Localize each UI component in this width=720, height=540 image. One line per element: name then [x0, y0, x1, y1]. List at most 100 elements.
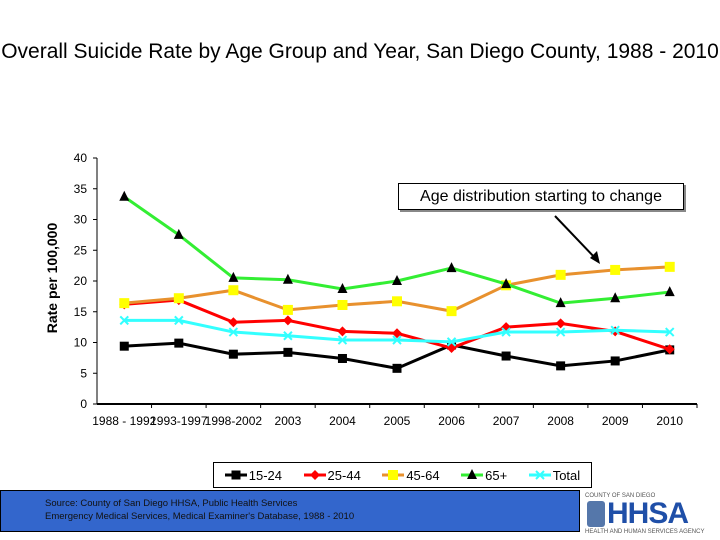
series-line: [124, 298, 671, 351]
marker-25-44: [309, 470, 320, 480]
marker-15-24: [283, 347, 293, 357]
marker-total: [283, 331, 293, 341]
legend-label: 65+: [485, 467, 508, 483]
marker-65-plus: [501, 278, 512, 289]
legend: 15-24 25-44 45-64 65+ Total: [213, 462, 592, 488]
y-tick-label: 40: [74, 151, 88, 165]
marker-45-64: [337, 299, 348, 310]
marker-45-64: [610, 264, 621, 275]
marker-total: [610, 325, 620, 335]
source-line-2: Emergency Medical Services, Medical Exam…: [45, 511, 355, 522]
legend-item: 25-44: [303, 467, 361, 483]
marker-45-64: [664, 261, 675, 272]
legend-label: 25-44: [327, 467, 361, 483]
x-tick-label: 2009: [602, 414, 629, 428]
marker-total: [555, 327, 566, 337]
marker-25-44: [555, 318, 566, 329]
marker-total: [228, 327, 239, 337]
marker-total: [665, 327, 675, 337]
annotation-arrow: [554, 215, 598, 261]
marker-65-plus: [228, 271, 239, 282]
annotation-box: Age distribution starting to change: [398, 183, 684, 210]
logo-main-text: HHSA: [607, 497, 689, 530]
marker-15-24: [392, 363, 402, 373]
marker-15-24: [501, 351, 511, 361]
people-icon: [587, 501, 605, 527]
marker-25-44: [664, 344, 675, 355]
series-65-plus: [119, 190, 675, 308]
marker-total: [501, 327, 511, 337]
marker-65-plus: [446, 262, 457, 273]
logo-top-text: COUNTY OF SAN DIEGO: [585, 493, 656, 499]
marker-total: [337, 335, 348, 345]
marker-45-64: [555, 269, 566, 280]
legend-item: 15-24: [224, 467, 283, 483]
marker-15-24: [610, 356, 620, 366]
legend-label: 15-24: [248, 467, 283, 483]
x-tick-label: 2008: [547, 414, 574, 428]
source-line-1: Source: County of San Diego HHSA, Public…: [45, 498, 298, 509]
y-tick-label: 5: [80, 366, 87, 380]
marker-65-plus: [392, 275, 402, 285]
marker-15-24: [228, 349, 238, 359]
marker-45-64: [119, 298, 130, 309]
x-tick-label: 1998-2002: [205, 414, 263, 428]
marker-total: [119, 315, 129, 326]
marker-25-44: [337, 326, 348, 337]
marker-45-64: [282, 304, 293, 315]
marker-65-plus: [282, 273, 293, 284]
marker-total: [534, 470, 545, 480]
legend-swatch: [382, 470, 405, 480]
series-15-24: [119, 338, 675, 373]
x-tick-label: 1988 - 1992: [92, 414, 156, 428]
legend-item: Total: [528, 467, 581, 483]
y-tick-label: 15: [74, 305, 88, 319]
marker-45-64: [173, 293, 184, 304]
marker-45-64: [392, 296, 402, 307]
legend-item: 65+: [461, 467, 507, 483]
legend-swatch: [224, 470, 247, 480]
y-tick-label: 30: [74, 213, 88, 227]
marker-15-24: [174, 338, 184, 348]
y-tick-label: 10: [74, 336, 88, 350]
marker-15-24: [337, 353, 347, 363]
marker-25-44: [392, 328, 402, 339]
x-tick-label: 2010: [656, 414, 683, 428]
marker-total: [446, 337, 457, 347]
marker-45-64: [228, 285, 239, 296]
x-tick-label: 2004: [329, 414, 356, 428]
y-tick-label: 35: [74, 182, 88, 196]
hhsa-logo: COUNTY OF SAN DIEGO HHSA HEALTH AND HUMA…: [585, 493, 710, 537]
x-tick-label: 2007: [493, 414, 520, 428]
marker-65-plus: [555, 297, 566, 308]
legend-item: 45-64: [382, 467, 440, 483]
marker-total: [392, 335, 402, 345]
x-tick-label: 2005: [384, 414, 411, 428]
legend-swatch: [528, 470, 551, 480]
marker-65-plus: [337, 282, 348, 293]
y-tick-label: 25: [74, 243, 88, 257]
legend-label: Total: [552, 467, 581, 483]
marker-total: [174, 315, 184, 326]
y-tick-label: 20: [74, 274, 88, 288]
marker-15-24: [556, 361, 566, 371]
marker-65-plus: [467, 469, 478, 479]
marker-45-64: [388, 470, 399, 480]
series-45-64: [119, 261, 675, 317]
legend-label: 45-64: [406, 467, 440, 483]
x-tick-label: 1993-1997: [150, 414, 208, 428]
chart-title: Overall Suicide Rate by Age Group and Ye…: [1, 40, 719, 63]
marker-65-plus: [664, 286, 675, 297]
legend-swatch: [461, 469, 484, 479]
marker-45-64: [446, 306, 457, 317]
marker-65-plus: [173, 228, 184, 239]
marker-15-24: [119, 341, 129, 351]
annotation-arrowhead: [590, 251, 600, 264]
source-box: Source: County of San Diego HHSA, Public…: [0, 490, 580, 532]
x-tick-label: 2006: [438, 414, 465, 428]
marker-65-plus: [610, 292, 621, 303]
series-Total: [119, 315, 675, 347]
x-tick-label: 2003: [275, 414, 302, 428]
marker-25-44: [228, 317, 239, 328]
